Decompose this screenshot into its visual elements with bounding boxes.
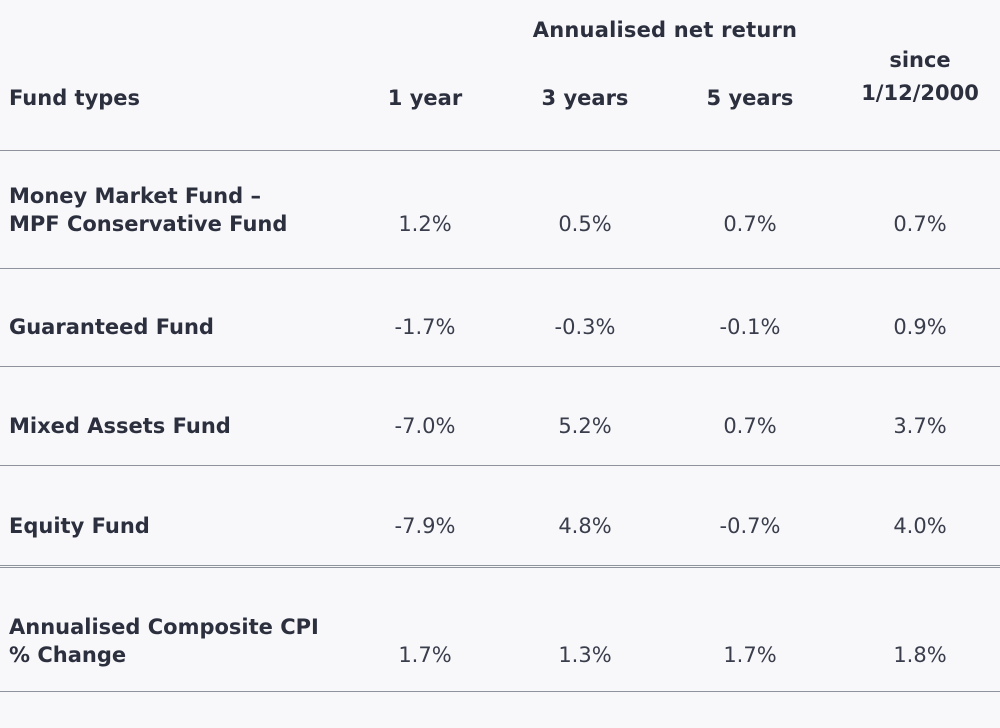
row-label: Mixed Assets Fund bbox=[9, 414, 231, 438]
cell-3-years: 5.2% bbox=[558, 414, 612, 438]
header-1-year: 1 year bbox=[387, 86, 463, 110]
table-row-cpi: Annualised Composite CPI % Change 1.7% 1… bbox=[0, 565, 1000, 694]
row-label-line2: MPF Conservative Fund bbox=[9, 212, 288, 236]
cell-1-year: -7.0% bbox=[394, 414, 456, 438]
cell-5-years: -0.7% bbox=[719, 514, 781, 538]
cell-since-inception: 1.8% bbox=[893, 643, 947, 667]
header-since-inception: since 1/12/2000 bbox=[835, 48, 1000, 110]
table-row: Mixed Assets Fund -7.0% 5.2% 0.7% 3.7% bbox=[0, 366, 1000, 466]
header-5-years: 5 years bbox=[706, 86, 794, 110]
group-header-annualised-net-return: Annualised net return bbox=[532, 18, 798, 42]
cell-1-year: -7.9% bbox=[394, 514, 456, 538]
header-3-years: 3 years bbox=[541, 86, 629, 110]
cell-1-year: 1.7% bbox=[398, 643, 452, 667]
row-label: Money Market Fund – MPF Conservative Fun… bbox=[0, 151, 340, 269]
header-since-line2: 1/12/2000 bbox=[861, 81, 979, 105]
header-since-line1: since bbox=[889, 48, 951, 72]
cell-1-year: 1.2% bbox=[398, 212, 452, 236]
row-label-line1: Annualised Composite CPI bbox=[9, 615, 319, 639]
cell-5-years: -0.1% bbox=[719, 315, 781, 339]
row-label: Annualised Composite CPI % Change bbox=[0, 568, 340, 714]
header-fund-types: Fund types bbox=[9, 86, 141, 110]
cell-5-years: 0.7% bbox=[723, 414, 777, 438]
cell-5-years: 1.7% bbox=[723, 643, 777, 667]
cell-3-years: 4.8% bbox=[558, 514, 612, 538]
row-label-line1: Money Market Fund – bbox=[9, 184, 261, 208]
cell-since-inception: 4.0% bbox=[893, 514, 947, 538]
table-header-row: Fund types 1 year 3 years 5 years since … bbox=[0, 48, 1000, 150]
table-row: Guaranteed Fund -1.7% -0.3% -0.1% 0.9% bbox=[0, 268, 1000, 367]
cell-3-years: -0.3% bbox=[554, 315, 616, 339]
cell-5-years: 0.7% bbox=[723, 212, 777, 236]
cell-since-inception: 0.7% bbox=[893, 212, 947, 236]
row-label-line2: % Change bbox=[9, 643, 127, 667]
row-label: Equity Fund bbox=[9, 514, 150, 538]
cell-1-year: -1.7% bbox=[394, 315, 456, 339]
table-row: Equity Fund -7.9% 4.8% -0.7% 4.0% bbox=[0, 465, 1000, 567]
row-label: Guaranteed Fund bbox=[9, 315, 214, 339]
table-row: Money Market Fund – MPF Conservative Fun… bbox=[0, 150, 1000, 269]
cell-3-years: 0.5% bbox=[558, 212, 612, 236]
table-bottom-rule bbox=[0, 691, 1000, 692]
cell-since-inception: 3.7% bbox=[893, 414, 947, 438]
cell-3-years: 1.3% bbox=[558, 643, 612, 667]
cell-since-inception: 0.9% bbox=[893, 315, 947, 339]
